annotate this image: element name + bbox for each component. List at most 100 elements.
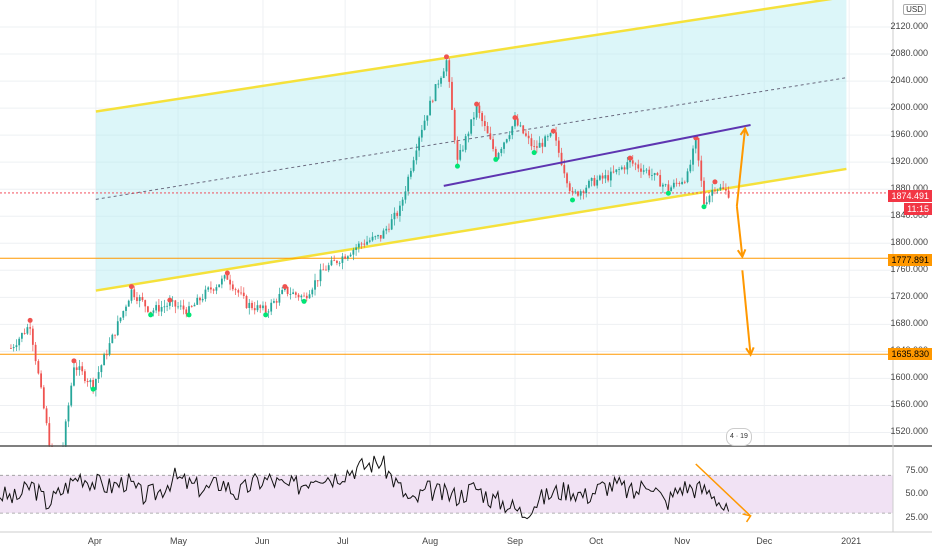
arrow-annotations[interactable] bbox=[735, 126, 755, 357]
rsi-arrow-annotations[interactable] bbox=[695, 463, 752, 523]
candle-body bbox=[289, 293, 292, 295]
candle-body bbox=[297, 294, 300, 298]
pivot-high-marker bbox=[444, 54, 449, 60]
time-tick-label: Dec bbox=[756, 536, 773, 546]
price-tick-label: 1600.000 bbox=[890, 372, 928, 383]
candle-body bbox=[133, 289, 136, 298]
candle-body bbox=[215, 287, 218, 291]
pivot-low-marker bbox=[301, 298, 307, 304]
candle-body bbox=[505, 139, 508, 143]
candle-body bbox=[631, 160, 634, 164]
candle-body bbox=[64, 421, 67, 447]
candle-body bbox=[311, 289, 314, 295]
candle-body bbox=[201, 298, 204, 301]
candle-body bbox=[15, 345, 18, 348]
candle-body bbox=[94, 378, 97, 390]
candle-body bbox=[21, 333, 23, 339]
candle-body bbox=[429, 100, 431, 116]
time-tick-label: Nov bbox=[674, 536, 691, 546]
candle-body bbox=[511, 126, 514, 136]
candle-body bbox=[508, 135, 511, 140]
candle-body bbox=[163, 306, 166, 308]
candle-body bbox=[292, 292, 295, 294]
candle-body bbox=[360, 243, 363, 245]
candle-body bbox=[245, 296, 248, 309]
rsi-tick-label: 75.00 bbox=[905, 464, 928, 475]
candle-body bbox=[160, 306, 163, 312]
candle-body bbox=[12, 347, 15, 349]
candle-body bbox=[437, 83, 440, 85]
pivot-high-marker bbox=[627, 155, 633, 161]
candle-body bbox=[700, 160, 703, 181]
candle-body bbox=[210, 287, 212, 290]
candle-body bbox=[314, 280, 316, 290]
candle-body bbox=[478, 105, 481, 113]
candle-body bbox=[497, 153, 500, 159]
pivot-high-marker bbox=[550, 128, 556, 134]
candle-body bbox=[144, 300, 147, 307]
candle-body bbox=[149, 311, 152, 313]
candle-body bbox=[273, 301, 275, 303]
pivot-low-marker bbox=[493, 156, 499, 162]
candle-body bbox=[672, 182, 675, 188]
candle-body bbox=[125, 306, 127, 311]
candle-body bbox=[322, 269, 325, 271]
candle-body bbox=[705, 202, 708, 205]
candle-body bbox=[256, 305, 259, 311]
candle-body bbox=[694, 137, 697, 149]
candle-body bbox=[464, 136, 467, 150]
candle-body bbox=[379, 235, 382, 239]
candle-body bbox=[300, 295, 303, 298]
events-flag-badge[interactable]: 4 · 19 bbox=[726, 428, 752, 446]
candle-body bbox=[560, 152, 563, 166]
candle-body bbox=[303, 295, 305, 297]
candle-body bbox=[78, 366, 81, 370]
candle-body bbox=[678, 183, 681, 184]
candle-body bbox=[103, 354, 105, 366]
pivot-high-marker bbox=[71, 358, 77, 364]
channel-mid-line[interactable] bbox=[95, 77, 847, 200]
candle-body bbox=[399, 205, 401, 216]
candle-body bbox=[220, 278, 223, 285]
candle-body bbox=[196, 297, 199, 305]
candle-body bbox=[355, 247, 358, 250]
candle-body bbox=[500, 148, 503, 154]
channel-lower-line[interactable] bbox=[95, 167, 847, 292]
candle-body bbox=[166, 305, 168, 307]
candle-body bbox=[615, 169, 618, 173]
candle-body bbox=[420, 129, 423, 138]
candle-body bbox=[305, 295, 308, 299]
price-tick-label: 1720.000 bbox=[890, 291, 928, 302]
candle-body bbox=[119, 317, 122, 322]
candle-body bbox=[577, 191, 579, 196]
candle-body bbox=[407, 176, 410, 192]
candle-body bbox=[330, 260, 333, 266]
channel-upper-line[interactable] bbox=[95, 0, 847, 113]
candle-body bbox=[338, 262, 341, 264]
rsi-band bbox=[0, 475, 893, 514]
candle-body bbox=[462, 149, 464, 151]
candle-body bbox=[434, 84, 437, 102]
level-2-tag: 1635.830 bbox=[888, 348, 932, 360]
candle-body bbox=[371, 236, 374, 241]
candle-body bbox=[45, 408, 48, 424]
candle-body bbox=[267, 311, 270, 313]
trend-line-purple[interactable] bbox=[443, 124, 751, 187]
candle-body bbox=[525, 133, 527, 136]
candle-body bbox=[368, 240, 371, 242]
arrow-head bbox=[745, 347, 755, 357]
candle-body bbox=[492, 139, 494, 149]
candle-body bbox=[692, 148, 694, 165]
candle-body bbox=[651, 175, 653, 176]
candle-body bbox=[426, 115, 429, 121]
candle-body bbox=[141, 297, 144, 301]
pivot-low-marker bbox=[148, 312, 154, 318]
candle-body bbox=[122, 310, 125, 318]
candle-body bbox=[703, 180, 705, 205]
pivot-low-marker bbox=[90, 386, 96, 392]
currency-badge[interactable]: USD bbox=[903, 4, 926, 15]
candle-body bbox=[319, 269, 322, 282]
candle-body bbox=[598, 175, 601, 180]
pivot-high-marker bbox=[128, 284, 134, 290]
